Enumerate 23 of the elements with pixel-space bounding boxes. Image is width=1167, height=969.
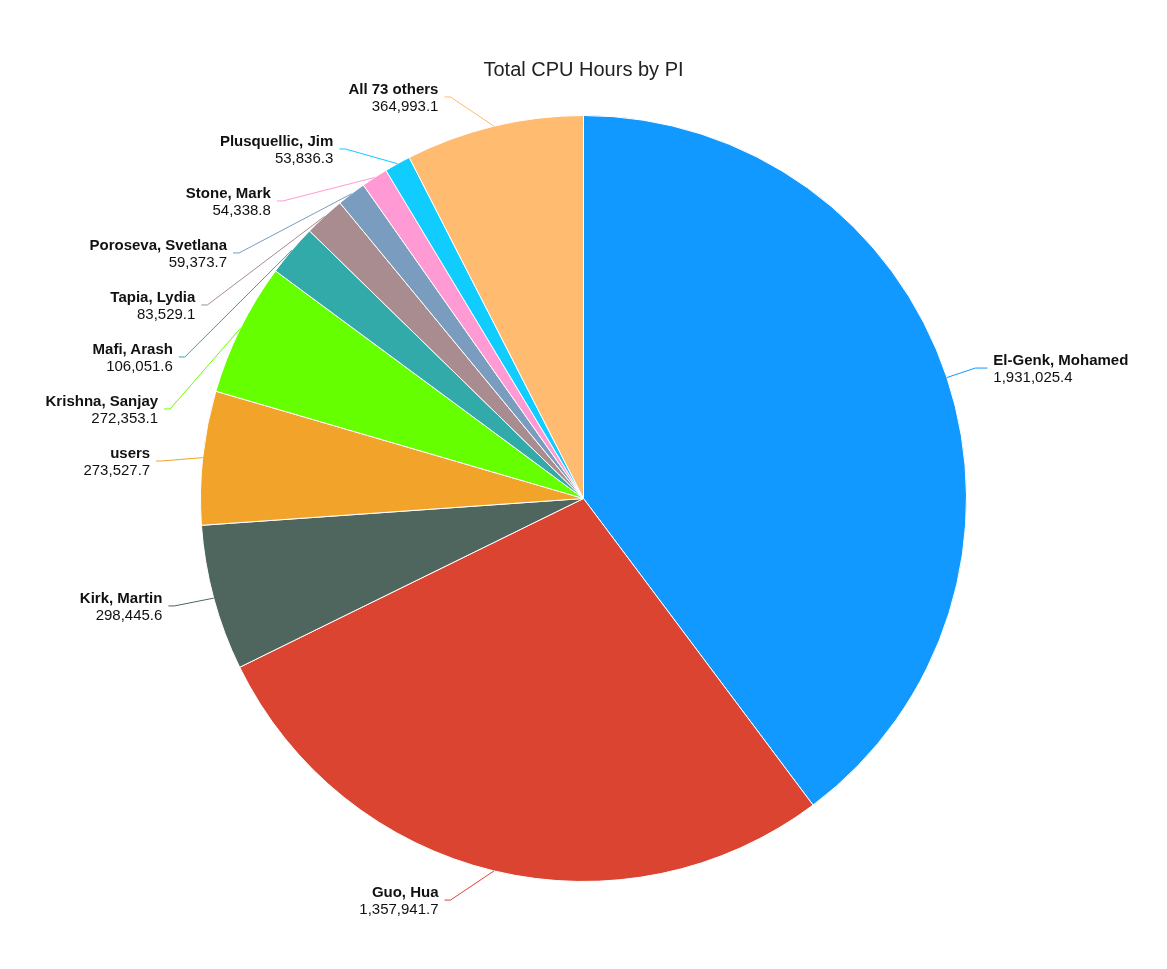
slice-label: El-Genk, Mohamed	[993, 350, 1129, 368]
data-label: 54,338.8	[212, 200, 271, 218]
chart-title: Total CPU Hours by PI	[483, 57, 684, 80]
data-label: 53,836.3	[274, 148, 334, 166]
slice-label: Guo, Hua	[371, 882, 440, 900]
slice-label: Plusquellic, Jim	[219, 131, 334, 149]
data-label: 273,527.7	[83, 460, 151, 478]
data-label: 298,445.6	[95, 605, 163, 623]
slice-label: Tapia, Lydia	[110, 287, 197, 305]
slice-label: users	[110, 443, 151, 461]
slice-label: Krishna, Sanjay	[45, 391, 159, 409]
slice-label: Mafi, Arash	[92, 339, 173, 357]
slice-label: Stone, Mark	[185, 183, 272, 201]
data-label: 364,993.1	[371, 96, 439, 114]
data-label: 59,373.7	[168, 252, 228, 270]
slice-label: All 73 others	[348, 79, 439, 97]
data-label: 1,931,025.4	[993, 367, 1073, 385]
data-label: 272,353.1	[91, 408, 159, 426]
slice-label: Kirk, Martin	[79, 588, 163, 606]
slice-label: Poroseva, Svetlana	[89, 235, 228, 253]
data-label: 83,529.1	[136, 304, 196, 322]
data-label: 1,357,941.7	[359, 899, 439, 917]
data-label: 106,051.6	[106, 356, 173, 374]
